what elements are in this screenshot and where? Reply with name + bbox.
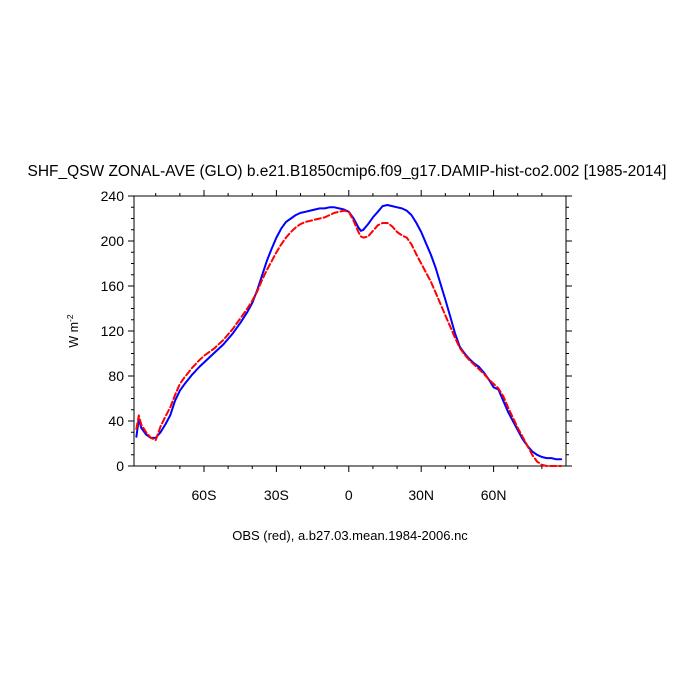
y-tick-label: 200 — [101, 233, 125, 249]
y-tick-label: 240 — [101, 188, 125, 204]
series-line-0 — [135, 204, 563, 461]
x-tick-label: 60N — [481, 487, 507, 503]
ticks-layer: 0 40 80 120 160 200 240 60S 30S 0 30N 60N — [101, 188, 572, 503]
chart-footer: OBS (red), a.b27.03.mean.1984-2006.nc — [232, 528, 468, 543]
plot-frame — [133, 195, 567, 467]
y-tick-label: 0 — [116, 458, 124, 474]
y-tick-label: 120 — [101, 323, 125, 339]
y-tick-label: 40 — [108, 413, 124, 429]
y-axis-label-main: W m — [67, 322, 81, 348]
y-tick-label: 80 — [108, 368, 124, 384]
x-tick-label: 30S — [264, 487, 289, 503]
x-tick-label: 0 — [345, 487, 353, 503]
y-axis-label: W m-2 — [65, 314, 81, 348]
series-layer — [135, 204, 563, 467]
y-tick-label: 160 — [101, 278, 125, 294]
chart-title: SHF_QSW ZONAL-AVE (GLO) b.e21.B1850cmip6… — [28, 163, 667, 180]
series-line-1 — [135, 209, 563, 467]
x-tick-label: 60S — [192, 487, 217, 503]
x-tick-label: 30N — [408, 487, 434, 503]
plot-area: 0 40 80 120 160 200 240 60S 30S 0 30N 60N — [101, 188, 572, 503]
y-axis-label-exponent: -2 — [65, 314, 75, 322]
